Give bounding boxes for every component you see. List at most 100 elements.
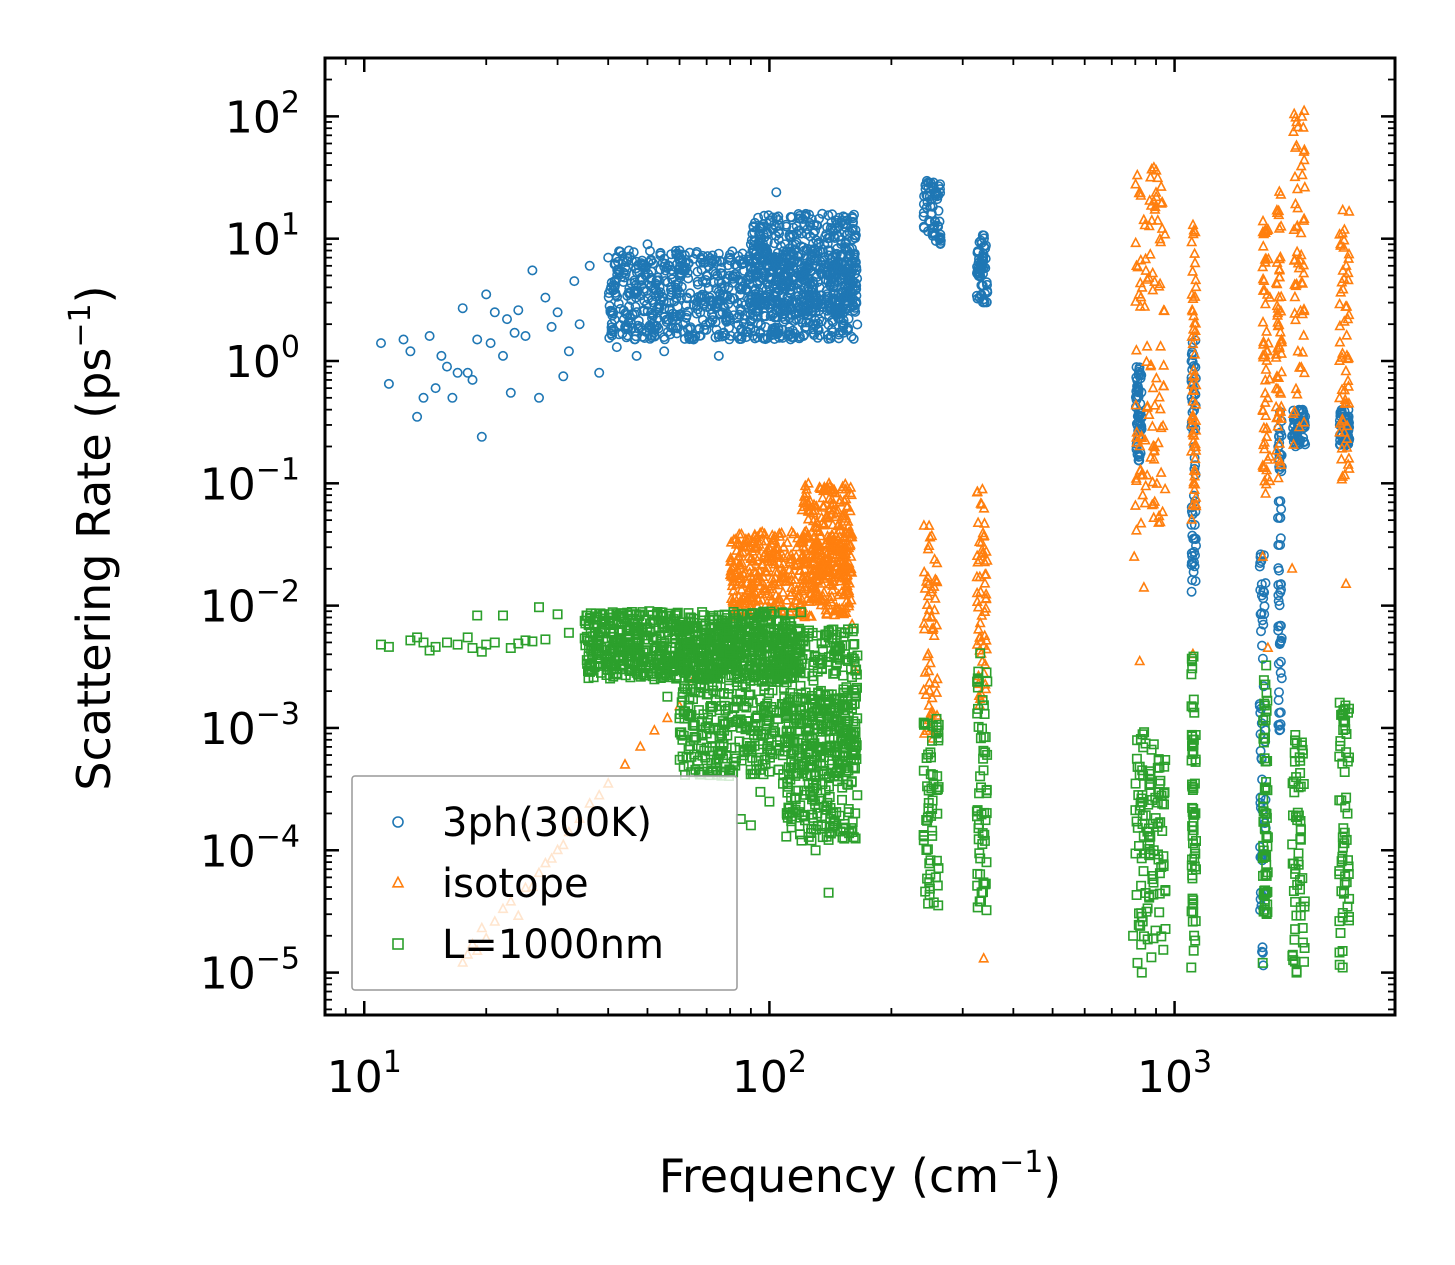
data-point: [1156, 196, 1168, 207]
data-point: [976, 482, 988, 494]
data-point: [1151, 477, 1163, 488]
data-point: [817, 499, 830, 511]
data-point: [848, 333, 859, 344]
data-point: [847, 217, 858, 228]
data-point: [1260, 794, 1271, 805]
data-point: [618, 267, 629, 278]
data-point: [1156, 222, 1168, 233]
data-point: [1131, 168, 1143, 180]
data-point: [520, 330, 531, 341]
data-point: [777, 564, 790, 575]
data-point: [472, 334, 483, 345]
data-point: [810, 521, 823, 533]
data-point: [781, 536, 793, 547]
data-point: [1130, 524, 1142, 535]
data-point: [733, 527, 745, 539]
data-point: [980, 568, 992, 579]
data-point: [1135, 253, 1147, 265]
data-point: [760, 311, 771, 322]
data-point: [1147, 381, 1159, 393]
data-point: [759, 584, 771, 596]
data-point: [1255, 609, 1266, 620]
data-point: [1149, 399, 1161, 410]
data-point: [1274, 600, 1285, 611]
data-point: [771, 187, 782, 198]
data-point: [846, 288, 857, 299]
data-point: [820, 603, 832, 615]
data-point: [746, 588, 758, 599]
data-point: [1137, 488, 1149, 500]
data-point: [748, 555, 760, 566]
data-point: [756, 557, 768, 569]
data-point: [1258, 681, 1269, 692]
data-point: [649, 331, 660, 342]
data-point: [1130, 431, 1143, 442]
data-point: [922, 589, 934, 601]
data-point: [1275, 533, 1286, 544]
data-point: [814, 330, 825, 341]
data-point: [563, 346, 574, 357]
data-point: [724, 568, 736, 580]
data-point: [552, 307, 563, 318]
data-point: [1139, 300, 1151, 311]
data-point: [436, 350, 447, 361]
data-point: [635, 321, 646, 332]
data-point: [1273, 595, 1284, 606]
data-point: [781, 594, 793, 605]
data-point: [792, 589, 804, 601]
data-point: [1146, 214, 1158, 225]
data-point: [794, 210, 805, 221]
data-point: [740, 533, 752, 544]
data-point: [721, 308, 732, 319]
data-point: [1190, 414, 1202, 425]
data-point: [784, 243, 795, 254]
data-point: [640, 270, 651, 281]
data-point: [819, 239, 830, 250]
data-point: [773, 211, 784, 222]
data-point: [811, 516, 823, 528]
data-point: [791, 540, 803, 552]
data-point: [805, 550, 817, 562]
data-point: [509, 327, 520, 338]
data-point: [489, 307, 500, 318]
data-point: [972, 247, 983, 258]
data-point: [610, 259, 621, 270]
data-point: [713, 248, 724, 259]
data-point: [1274, 687, 1285, 698]
data-point: [1187, 323, 1199, 334]
data-point: [735, 569, 747, 581]
data-point: [935, 232, 946, 243]
data-point: [1186, 513, 1198, 524]
data-point: [756, 222, 767, 233]
data-point: [398, 334, 409, 345]
data-point: [655, 250, 666, 261]
data-point: [652, 313, 663, 324]
data-point: [701, 270, 712, 281]
data-point: [1189, 452, 1201, 464]
data-point: [621, 320, 632, 331]
data-point: [838, 565, 850, 576]
data-point: [1260, 409, 1272, 421]
data-point: [928, 603, 941, 615]
data-point: [613, 298, 624, 309]
data-point: [1187, 337, 1199, 349]
data-point: [808, 324, 819, 335]
data-point: [646, 313, 657, 324]
data-point: [972, 600, 984, 612]
data-point: [1130, 295, 1142, 306]
data-point: [840, 212, 851, 223]
data-point: [624, 288, 635, 299]
data-point: [664, 260, 675, 271]
data-point: [1275, 724, 1286, 735]
data-point: [462, 367, 473, 378]
data-point: [1135, 290, 1147, 302]
data-point: [725, 536, 737, 547]
data-point: [1274, 707, 1285, 718]
data-point: [834, 327, 845, 338]
data-point: [1189, 330, 1201, 341]
data-point: [827, 316, 838, 327]
data-point: [659, 261, 670, 272]
data-point: [926, 691, 938, 703]
data-point: [823, 210, 834, 221]
data-point: [667, 323, 678, 334]
